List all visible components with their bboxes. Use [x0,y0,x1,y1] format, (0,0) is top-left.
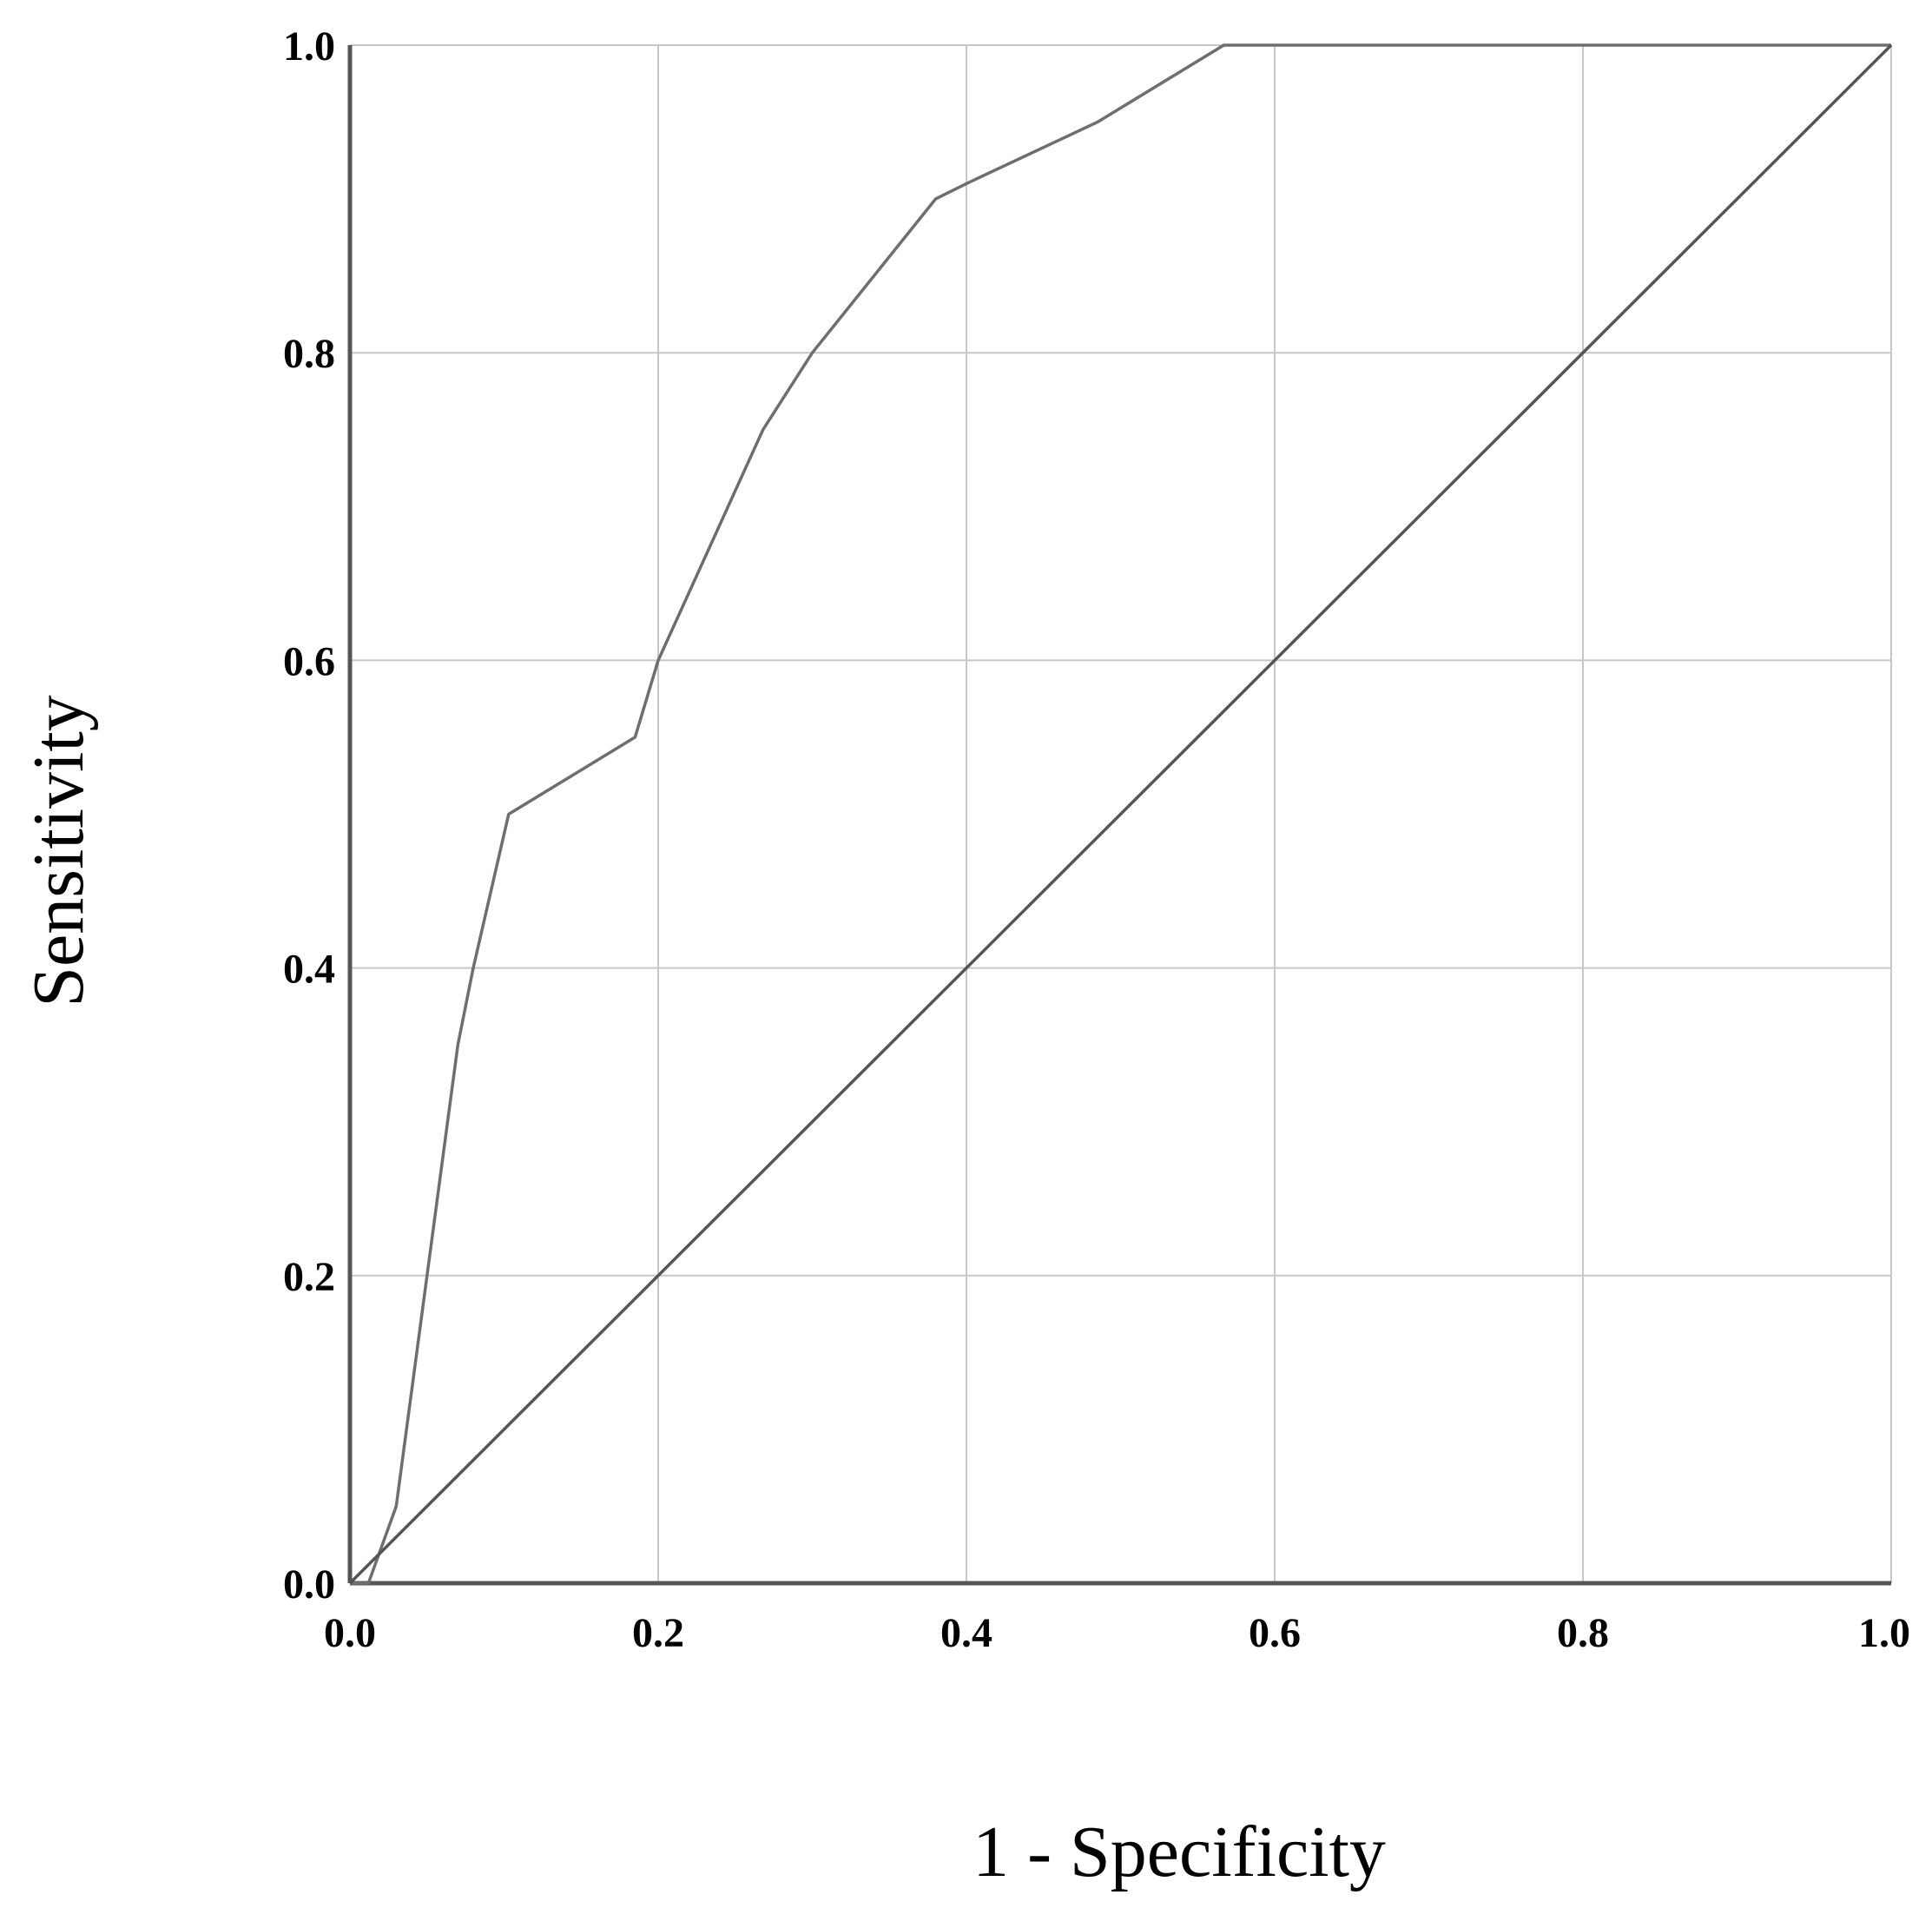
x-axis-title: 1 - Specificity [973,1812,1386,1892]
series-group [348,43,1893,1585]
y-axis-ticks: 0.0 0.2 0.4 0.6 0.8 1.0 [283,23,335,1608]
x-tick-label: 0.2 [632,1610,684,1656]
reference-diagonal-line [348,43,1893,1585]
x-tick-label: 0.6 [1249,1610,1301,1656]
roc-curve-line [350,43,1891,1585]
x-tick-label: 1.0 [1858,1610,1910,1656]
grid [349,44,1892,1584]
x-tick-label: 0.0 [324,1610,376,1656]
y-tick-label: 0.6 [283,638,335,684]
y-tick-label: 0.8 [283,331,335,377]
y-tick-label: 1.0 [283,23,335,69]
x-tick-label: 0.4 [940,1610,992,1656]
y-tick-label: 0.0 [283,1561,335,1608]
axes [347,45,1891,1586]
y-tick-label: 0.4 [283,947,335,993]
x-axis-ticks: 0.0 0.2 0.4 0.6 0.8 1.0 [324,1610,1910,1656]
y-tick-label: 0.2 [283,1254,335,1300]
x-tick-label: 0.8 [1557,1610,1609,1656]
y-axis-title: Sensitivity [18,695,99,1007]
